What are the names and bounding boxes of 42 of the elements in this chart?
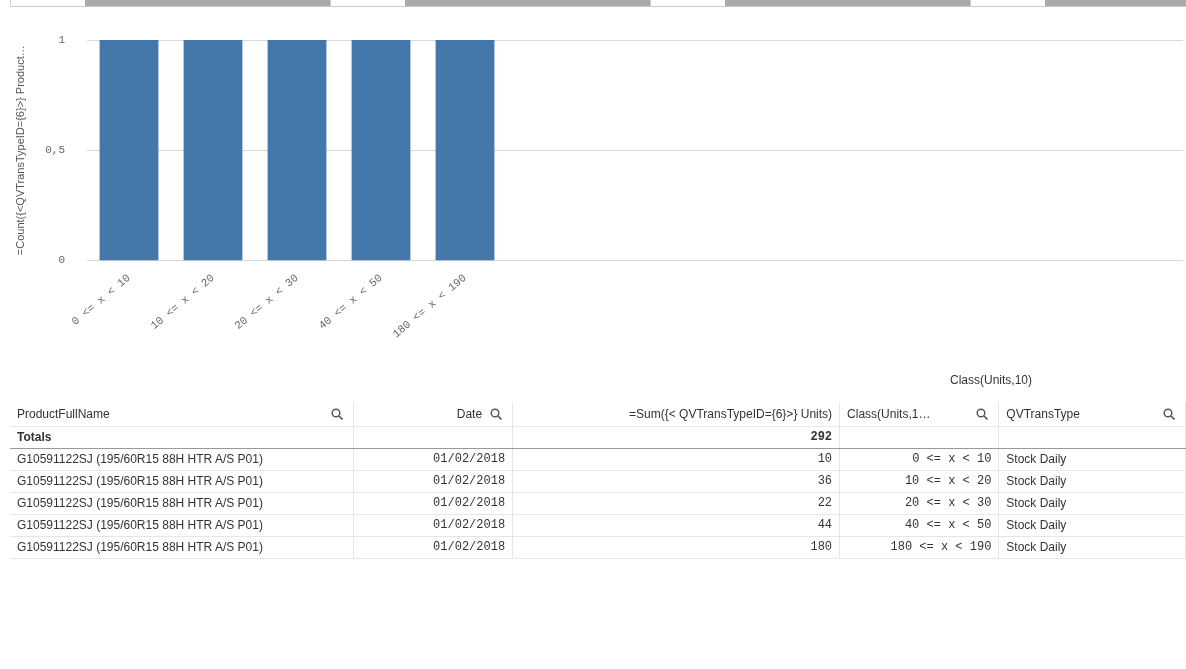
text: 01/02/2018 [353,492,513,514]
text: G10591122SJ (195/60R15 88H HTR A/S P01) [10,514,354,536]
text: 10 [512,448,840,470]
text: 20 <= x < 30 [839,492,999,514]
text: 36 [512,470,840,492]
text: ProductFullName [10,402,354,426]
text: Class(Units,1… [839,402,999,426]
text: 22 [512,492,840,514]
y-tick-label: 0,5 [45,144,65,157]
text: 40 <= x < 50 [839,514,999,536]
text: Stock Daily [998,470,1186,492]
text: 10 <= x < 20 [839,470,999,492]
x-tick-label: 40 <= x < 50 [316,271,385,332]
text: Totals [10,426,354,448]
text: 01/02/2018 [353,470,513,492]
text: Class(Units,10) [950,373,1033,387]
text: G10591122SJ (195/60R15 88H HTR A/S P01) [10,492,354,514]
x-tick-label: 0 <= x < 10 [69,271,133,328]
text: 44 [512,514,840,536]
text: 180 <= x < 190 [839,536,999,558]
x-tick-label: 10 <= x < 20 [148,271,217,332]
text: G10591122SJ (195/60R15 88H HTR A/S P01) [10,536,354,558]
y-tick-label: 1 [58,33,66,46]
y-tick-label: 0 [58,254,65,267]
y-axis-title: =Count({<QVTransTypeID={6}>} Product… [13,45,26,256]
text: G10591122SJ (195/60R15 88H HTR A/S P01) [10,470,354,492]
text: QVTransType [998,402,1186,426]
text: Stock Daily [998,492,1186,514]
text: 01/02/2018 [353,536,513,558]
x-tick-label: 20 <= x < 30 [232,271,301,332]
text: G10591122SJ (195/60R15 88H HTR A/S P01) [10,448,354,470]
text: Stock Daily [998,448,1186,470]
text: 292 [512,426,840,448]
text: Stock Daily [998,536,1186,558]
text: 0 <= x < 10 [839,448,999,470]
text: Date [353,402,513,426]
text: Stock Daily [998,514,1186,536]
text: 01/02/2018 [353,514,513,536]
text: =Sum({< QVTransTypeID={6}>} Units) [512,402,840,426]
text: 01/02/2018 [353,448,513,470]
x-tick-label: 180 <= x < 190 [390,271,469,341]
text: 180 [512,536,840,558]
